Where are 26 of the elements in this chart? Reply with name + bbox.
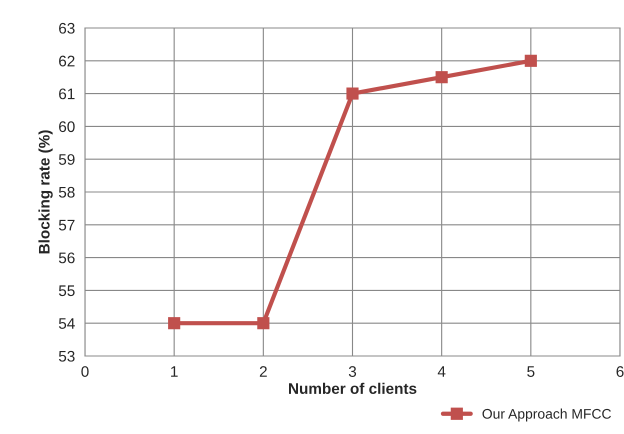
point [346, 88, 359, 100]
y-axis-title: Blocking rate (%) [38, 130, 53, 254]
x-tick-label: 0 [81, 366, 89, 377]
y-tick-label: 53 [58, 350, 75, 362]
y-tick-label: 54 [58, 318, 75, 329]
point [168, 317, 180, 330]
legend-label: Our Approach MFCC [482, 408, 611, 422]
y-tick-label: 63 [59, 22, 75, 34]
y-tick-label: 58 [58, 186, 75, 198]
x-tick-label: 1 [171, 366, 178, 377]
x-tick-label: 6 [616, 366, 624, 377]
x-axis-title: Number of clients [289, 382, 416, 394]
y-tick-label: 57 [58, 220, 75, 230]
x-tick-label: 2 [260, 366, 267, 377]
y-tick-label: 56 [58, 252, 75, 264]
y-tick-label: 62 [59, 56, 75, 66]
y-tick-label: 60 [59, 121, 75, 132]
point [436, 71, 448, 84]
y-tick-label: 55 [58, 285, 75, 296]
x-tick-label: 3 [348, 366, 356, 377]
y-tick-label: 59 [58, 154, 75, 165]
x-tick-label: 5 [527, 366, 534, 377]
point [524, 54, 537, 67]
point [257, 317, 270, 330]
x-tick-label: 4 [438, 366, 446, 377]
y-tick-label: 61 [59, 88, 75, 100]
